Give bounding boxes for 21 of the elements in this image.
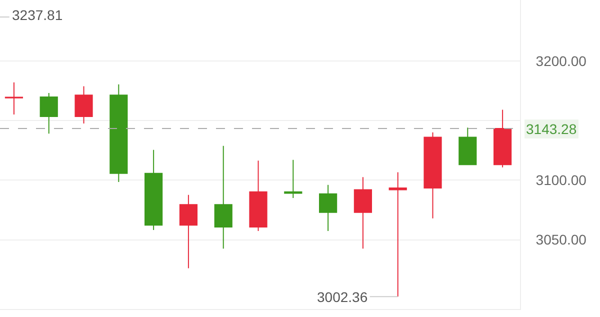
- annotation: 3002.36: [317, 289, 368, 305]
- candlestick: [458, 127, 477, 166]
- candlestick: [319, 184, 338, 232]
- candlestick: [144, 149, 163, 231]
- y-tick-label: 3100.00: [536, 172, 587, 188]
- candlestick: [74, 86, 93, 124]
- candlestick: [4, 82, 24, 116]
- annotation: 3237.81: [12, 7, 63, 23]
- candlestick: [40, 92, 58, 134]
- candlestick: [494, 109, 512, 168]
- candlestick: [354, 176, 372, 250]
- ref-line-label: 3143.28: [526, 121, 577, 137]
- candlestick: [249, 160, 268, 232]
- candlestick: [388, 172, 407, 298]
- candlestick: [214, 145, 232, 250]
- y-tick-label: 3200.00: [536, 52, 587, 69]
- candlestick: [179, 194, 198, 269]
- candlestick: [110, 84, 128, 183]
- y-tick-label: 3050.00: [536, 232, 587, 248]
- candlestick: [424, 132, 442, 219]
- candlestick: [284, 159, 302, 199]
